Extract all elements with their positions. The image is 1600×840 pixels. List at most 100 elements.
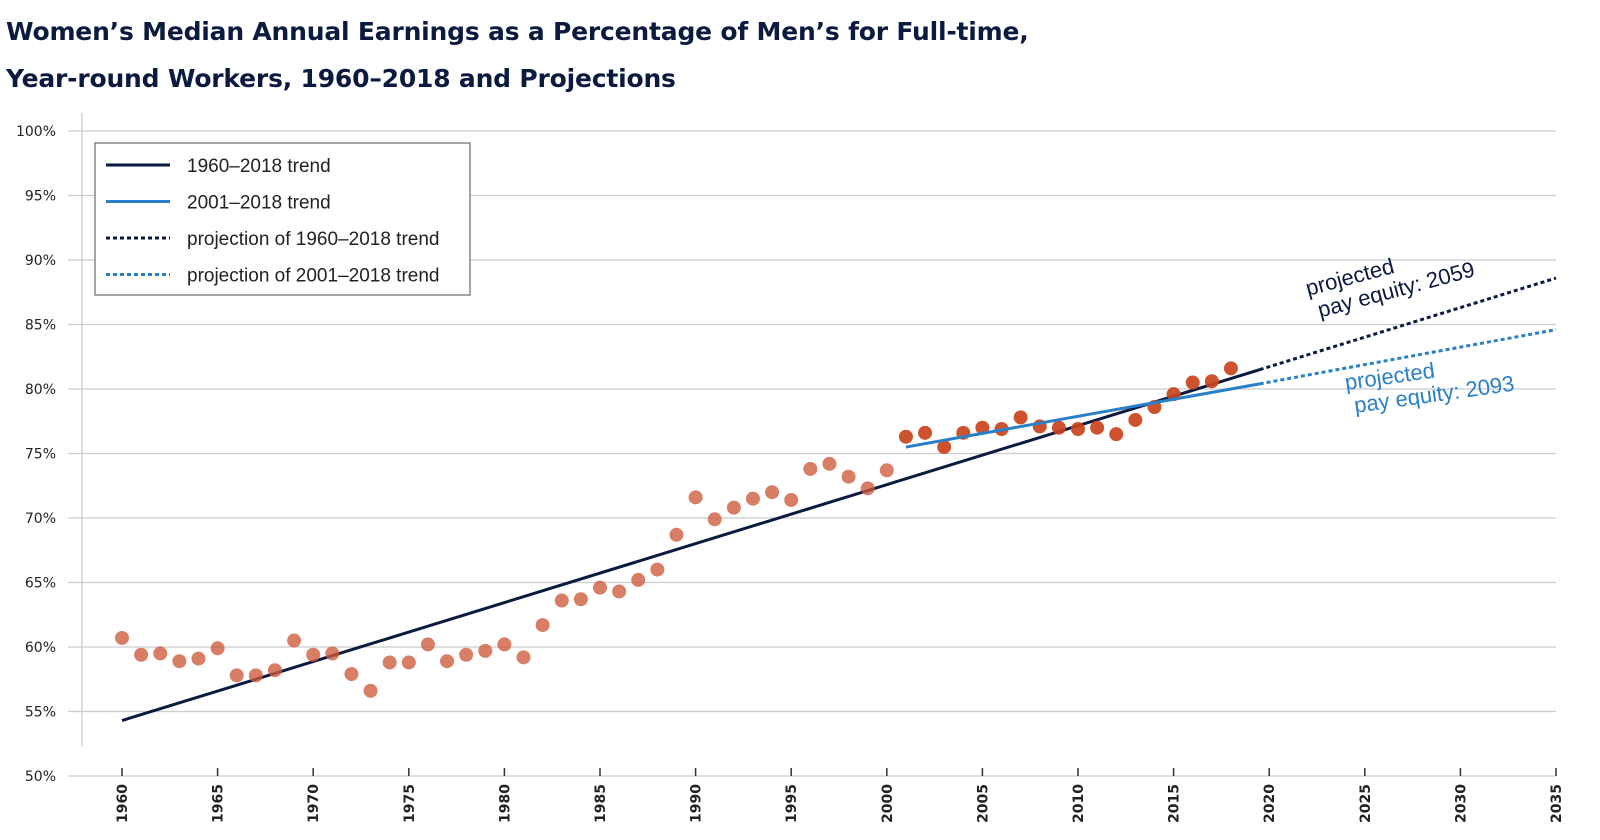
data-point xyxy=(478,643,493,658)
data-point xyxy=(573,592,588,607)
y-tick-label: 75% xyxy=(25,447,56,463)
data-point xyxy=(210,641,225,656)
data-point xyxy=(784,492,799,507)
legend: 1960–2018 trend 2001–2018 trend projection… xyxy=(94,142,471,296)
x-tick-label: 2020 xyxy=(1262,784,1278,823)
x-tick-label: 1975 xyxy=(402,784,418,823)
data-point xyxy=(497,637,512,652)
x-tick-label: 2030 xyxy=(1453,784,1469,823)
x-tick-label: 1980 xyxy=(497,784,513,823)
y-tick-label: 90% xyxy=(25,253,56,269)
data-point xyxy=(879,463,894,478)
data-point xyxy=(267,663,282,678)
data-point xyxy=(650,562,665,577)
y-tick-label: 65% xyxy=(25,576,56,592)
y-tick-label: 55% xyxy=(25,705,56,721)
x-tick-label: 2015 xyxy=(1167,784,1183,823)
data-point xyxy=(134,647,149,662)
legend-label: 2001–2018 trend xyxy=(187,193,331,214)
y-tick-label: 95% xyxy=(25,189,56,205)
data-point xyxy=(325,646,340,661)
y-tick-label: 70% xyxy=(25,511,56,527)
data-point xyxy=(440,654,455,669)
data-point xyxy=(516,650,531,665)
data-point xyxy=(898,429,913,444)
data-point xyxy=(420,637,435,652)
x-tick-label: 2025 xyxy=(1358,784,1374,823)
data-point xyxy=(860,481,875,496)
data-point xyxy=(1071,421,1085,436)
data-point xyxy=(535,618,550,633)
data-point xyxy=(287,633,302,648)
y-tick-label: 85% xyxy=(25,318,56,334)
data-point xyxy=(1223,361,1238,376)
data-point xyxy=(803,461,818,476)
x-tick-label: 1990 xyxy=(689,784,705,823)
data-point xyxy=(631,572,646,587)
data-point xyxy=(1128,412,1143,427)
data-point xyxy=(172,654,187,669)
grid-lines xyxy=(68,130,1556,777)
data-point xyxy=(459,647,474,662)
data-point xyxy=(382,655,397,670)
data-point xyxy=(1204,374,1219,389)
x-tick-label: 2035 xyxy=(1549,784,1565,823)
x-tick-label: 1995 xyxy=(784,784,800,823)
chart-title: Women’s Median Annual Earnings as a Perc… xyxy=(6,8,1206,102)
x-tick-label: 2000 xyxy=(880,784,896,823)
data-point xyxy=(153,646,168,661)
data-point xyxy=(841,469,856,484)
x-tick-label: 1965 xyxy=(211,784,227,823)
x-tick-label: 2010 xyxy=(1071,784,1087,823)
data-point xyxy=(669,527,684,542)
y-tick-label: 60% xyxy=(25,640,56,656)
projection-line-1960-2018 xyxy=(1259,276,1557,372)
trend-line-2001-2018 xyxy=(905,382,1260,449)
data-point xyxy=(765,485,780,500)
data-point xyxy=(745,491,760,506)
x-tick-label: 1960 xyxy=(115,784,131,823)
chart-title-line-2: Year-round Workers, 1960–2018 and Projec… xyxy=(6,64,676,93)
data-points xyxy=(115,361,1260,698)
data-point xyxy=(1013,410,1028,425)
legend-box xyxy=(94,142,471,296)
x-tick-label: 1985 xyxy=(593,784,609,823)
data-point xyxy=(726,500,741,515)
data-point xyxy=(918,425,933,440)
annotation-pay-equity-2093: projectedpay equity: 2093 xyxy=(1343,347,1516,419)
legend-label: projection of 1960–2018 trend xyxy=(187,229,439,250)
data-point xyxy=(248,668,263,683)
projection-line-2001-2018 xyxy=(1259,328,1557,386)
data-point xyxy=(191,651,206,666)
chart-title-line-1: Women’s Median Annual Earnings as a Perc… xyxy=(6,17,1029,46)
data-point xyxy=(344,667,359,682)
x-tick-label: 1970 xyxy=(306,784,322,823)
data-point xyxy=(688,490,703,505)
y-tick-label: 100% xyxy=(16,124,56,140)
trend-lines xyxy=(121,276,1557,722)
data-point xyxy=(822,456,837,471)
data-point xyxy=(401,655,416,670)
data-point xyxy=(1109,427,1124,442)
data-point xyxy=(306,647,321,662)
data-point xyxy=(1185,375,1200,390)
y-tick-label: 80% xyxy=(25,382,56,398)
trend-line-1960-2018 xyxy=(121,368,1261,722)
x-tick-label: 2005 xyxy=(975,784,991,823)
legend-label: 1960–2018 trend xyxy=(187,156,331,177)
annotation-pay-equity-2059: projectedpay equity: 2059 xyxy=(1303,233,1477,324)
data-point xyxy=(612,584,627,599)
data-point xyxy=(229,668,244,683)
data-point xyxy=(975,420,990,435)
data-point xyxy=(1051,420,1066,435)
data-point xyxy=(363,683,378,698)
data-point xyxy=(1090,420,1105,435)
data-point xyxy=(707,512,722,527)
data-point xyxy=(937,440,952,455)
legend-label: projection of 2001–2018 trend xyxy=(187,266,439,287)
y-tick-label: 50% xyxy=(25,769,56,785)
data-point xyxy=(115,630,129,645)
axes: 50% 55% 60% 65% 70% 75% 80% 85% 90% 95% 100% 1960 19… xyxy=(16,113,1565,823)
data-point xyxy=(554,593,569,608)
